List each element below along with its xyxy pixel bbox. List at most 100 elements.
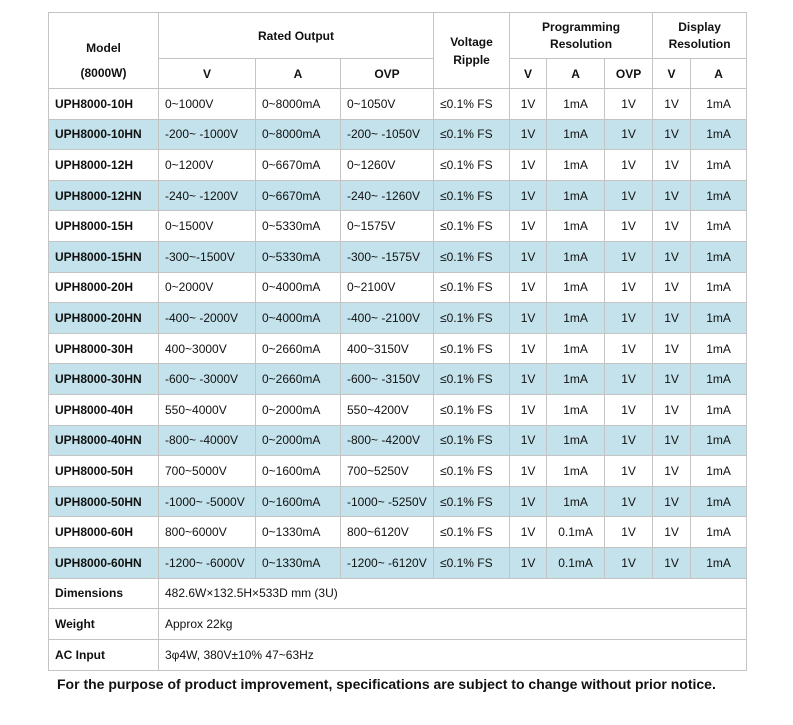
value-cell: 1V bbox=[604, 118, 654, 151]
data-row: UPH8000-12HN -240~ -1200V 0~6670mA -240~ -1… bbox=[48, 179, 748, 212]
value-cell: -1200~ -6120V bbox=[339, 546, 435, 579]
value-cell: 1V bbox=[652, 393, 692, 426]
value-cell: 1mA bbox=[690, 179, 748, 212]
value-cell: 0~6670mA bbox=[255, 149, 341, 181]
value-cell: ≤0.1% FS bbox=[433, 149, 511, 181]
spec-value: 3φ4W, 380V±10% 47~63Hz bbox=[157, 638, 748, 671]
value-cell: 0~1000V bbox=[158, 88, 256, 120]
value-cell: 550~4200V bbox=[339, 393, 435, 426]
model-cell: UPH8000-12H bbox=[48, 149, 159, 181]
value-cell: 1V bbox=[604, 455, 654, 487]
header-cell: OVP bbox=[339, 58, 435, 89]
value-cell: 0~1600mA bbox=[255, 485, 341, 518]
data-row: UPH8000-12H 0~1200V 0~6670mA 0~1260V ≤0.1% F… bbox=[48, 149, 748, 181]
spec-row: Dimensions 482.6W×132.5H×533D mm (3U) bbox=[48, 577, 748, 610]
value-cell: 1mA bbox=[690, 210, 748, 242]
value-cell: 1mA bbox=[690, 546, 748, 579]
value-cell: 0~1050V bbox=[339, 88, 435, 120]
value-cell: 1V bbox=[604, 149, 654, 181]
value-cell: ≤0.1% FS bbox=[433, 179, 511, 212]
value-cell: 1V bbox=[509, 240, 548, 273]
value-cell: 1V bbox=[604, 271, 654, 304]
value-cell: 1V bbox=[604, 424, 654, 457]
value-cell: 1mA bbox=[546, 363, 606, 395]
header-row: (8000W) V A OVP V A OVP V A bbox=[48, 58, 748, 89]
value-cell: ≤0.1% FS bbox=[433, 516, 511, 548]
value-cell: ≤0.1% FS bbox=[433, 363, 511, 395]
model-cell: UPH8000-20H bbox=[48, 271, 159, 304]
value-cell: -800~ -4000V bbox=[158, 424, 256, 457]
value-cell: 1mA bbox=[690, 455, 748, 487]
data-row: UPH8000-10H 0~1000V 0~8000mA 0~1050V ≤0.1% F… bbox=[48, 88, 748, 120]
value-cell: 1mA bbox=[546, 302, 606, 334]
model-cell: UPH8000-40H bbox=[48, 393, 159, 426]
value-cell: 700~5250V bbox=[339, 455, 435, 487]
value-cell: 1V bbox=[604, 363, 654, 395]
header-cell: Display Resolution bbox=[652, 12, 748, 59]
value-cell: 1V bbox=[652, 210, 692, 242]
value-cell: -800~ -4200V bbox=[339, 424, 435, 457]
value-cell: 1mA bbox=[546, 149, 606, 181]
value-cell: 1V bbox=[509, 118, 548, 151]
value-cell: 700~5000V bbox=[158, 455, 256, 487]
value-cell: 1mA bbox=[546, 332, 606, 365]
value-cell: 1mA bbox=[546, 393, 606, 426]
value-cell: 800~6000V bbox=[158, 516, 256, 548]
value-cell: 1V bbox=[509, 393, 548, 426]
value-cell: 0~4000mA bbox=[255, 271, 341, 304]
header-cell: Programming Resolution bbox=[509, 12, 654, 59]
value-cell: ≤0.1% FS bbox=[433, 424, 511, 457]
value-cell: 0~8000mA bbox=[255, 118, 341, 151]
model-cell: UPH8000-20HN bbox=[48, 302, 159, 334]
header-cell: Model bbox=[48, 12, 159, 59]
table-body: Model Rated Output Voltage Ripple Progra… bbox=[48, 12, 748, 671]
model-cell: UPH8000-15HN bbox=[48, 240, 159, 273]
value-cell: -200~ -1000V bbox=[158, 118, 256, 151]
value-cell: 1V bbox=[652, 485, 692, 518]
value-cell: 0~1330mA bbox=[255, 546, 341, 579]
model-cell: UPH8000-10H bbox=[48, 88, 159, 120]
value-cell: ≤0.1% FS bbox=[433, 240, 511, 273]
header-cell: (8000W) bbox=[48, 58, 159, 89]
value-cell: 1mA bbox=[690, 271, 748, 304]
value-cell: ≤0.1% FS bbox=[433, 271, 511, 304]
header-cell: A bbox=[546, 58, 606, 89]
header-cell: A bbox=[690, 58, 748, 89]
value-cell: 1V bbox=[509, 516, 548, 548]
value-cell: 1V bbox=[509, 546, 548, 579]
value-cell: 1V bbox=[652, 271, 692, 304]
value-cell: 800~6120V bbox=[339, 516, 435, 548]
value-cell: 0~1330mA bbox=[255, 516, 341, 548]
value-cell: -240~ -1260V bbox=[339, 179, 435, 212]
value-cell: 1mA bbox=[690, 302, 748, 334]
value-cell: -300~-1500V bbox=[158, 240, 256, 273]
value-cell: 1V bbox=[509, 363, 548, 395]
value-cell: -400~ -2000V bbox=[158, 302, 256, 334]
value-cell: -1000~ -5250V bbox=[339, 485, 435, 518]
value-cell: 1V bbox=[509, 149, 548, 181]
value-cell: ≤0.1% FS bbox=[433, 455, 511, 487]
value-cell: ≤0.1% FS bbox=[433, 546, 511, 579]
value-cell: 1V bbox=[652, 424, 692, 457]
value-cell: 0~5330mA bbox=[255, 210, 341, 242]
value-cell: 0~2000mA bbox=[255, 393, 341, 426]
value-cell: 0~1500V bbox=[158, 210, 256, 242]
value-cell: -200~ -1050V bbox=[339, 118, 435, 151]
value-cell: 0~6670mA bbox=[255, 179, 341, 212]
value-cell: ≤0.1% FS bbox=[433, 210, 511, 242]
value-cell: 1V bbox=[652, 546, 692, 579]
spec-table-container: Model Rated Output Voltage Ripple Progra… bbox=[48, 12, 748, 671]
value-cell: 1V bbox=[604, 332, 654, 365]
value-cell: 1V bbox=[509, 210, 548, 242]
spec-value: 482.6W×132.5H×533D mm (3U) bbox=[157, 577, 748, 610]
data-row: UPH8000-30HN -600~ -3000V 0~2660mA -600~ -3… bbox=[48, 363, 748, 395]
model-cell: UPH8000-15H bbox=[48, 210, 159, 242]
value-cell: -1000~ -5000V bbox=[158, 485, 256, 518]
value-cell: 1mA bbox=[690, 485, 748, 518]
value-cell: 1mA bbox=[546, 88, 606, 120]
header-cell: V bbox=[509, 58, 548, 89]
value-cell: 0~2100V bbox=[339, 271, 435, 304]
value-cell: 1mA bbox=[690, 88, 748, 120]
model-cell: UPH8000-50HN bbox=[48, 485, 159, 518]
value-cell: 1mA bbox=[690, 393, 748, 426]
